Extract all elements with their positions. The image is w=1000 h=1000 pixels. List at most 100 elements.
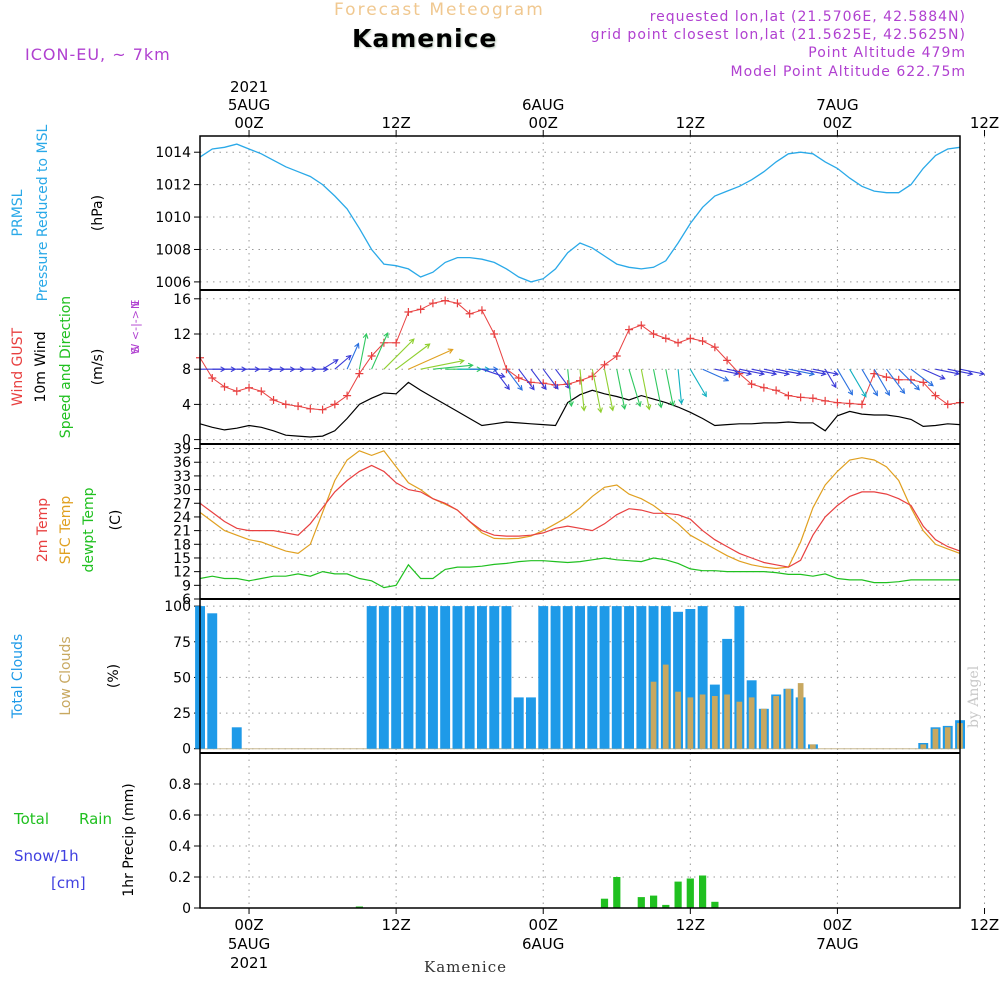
wind-gust-point [943, 400, 952, 409]
y-tick-label: 1008 [155, 242, 191, 258]
total-cloud-bar [562, 606, 573, 749]
grid-layer [194, 136, 986, 909]
wind-direction-arrow [518, 368, 535, 391]
temp-2m-line [199, 464, 961, 568]
wind-gust-point [343, 391, 352, 400]
wind-direction-arrow [432, 362, 474, 370]
outer-frame [199, 135, 961, 909]
wind-direction-arrow [739, 368, 766, 377]
wind-direction-arrow [420, 358, 465, 370]
rain-bar [613, 877, 621, 908]
wind-gust-point [441, 296, 450, 305]
point-altitude: Point Altitude 479m [808, 45, 966, 61]
wind-direction-arrow [616, 369, 627, 411]
wind-gust-point [330, 400, 339, 409]
wind-gust-point [502, 365, 511, 374]
total-cloud-bar [611, 606, 622, 749]
time-label-top: 00Z [529, 114, 558, 132]
y-tick-label: 9 [182, 578, 191, 594]
wind-direction-arrow [542, 368, 559, 390]
time-label-bottom: 00Z [234, 916, 263, 934]
y-tick-label: 0.8 [169, 777, 191, 793]
precip-total-label: Total [13, 810, 49, 828]
low-cloud-bar [712, 696, 718, 749]
wind-gust-point [612, 352, 621, 360]
time-label-bottom: 12Z [381, 916, 410, 934]
wind-gust-point [600, 360, 609, 369]
forecast-label: Forecast Meteogram [334, 0, 545, 20]
wind-gust-point [882, 373, 891, 382]
y-tick-label: 75 [173, 635, 191, 651]
wind-gust-point [257, 387, 266, 396]
y-tick-label: 12 [173, 327, 191, 343]
wind-direction-arrow [334, 354, 352, 370]
wind-speed-direction-label: Speed and Direction [58, 296, 74, 438]
time-label-top: 00Z [823, 114, 852, 132]
y-tick-label: 1010 [155, 210, 191, 226]
temp-2m-label: 2m Temp [35, 498, 51, 562]
compass-north: N [129, 301, 142, 309]
rain-bar [686, 878, 694, 908]
dewpt-temp-label: dewpt Temp [81, 487, 97, 572]
wind-direction-arrow [640, 369, 652, 411]
y-tick-label: 4 [182, 397, 191, 413]
total-cloud-bar [575, 606, 585, 749]
wind-direction-arrow [530, 368, 547, 391]
wind-direction-arrow [959, 368, 986, 377]
wind-direction-arrow [824, 368, 837, 389]
wind-gust-point [625, 325, 634, 334]
data-layer [195, 143, 986, 909]
wind-gust-point [808, 394, 817, 403]
total-cloud-bar [624, 606, 634, 749]
rain-bar [699, 875, 707, 908]
clouds-unit-label: (%) [106, 664, 122, 688]
wind-gust-point [723, 356, 732, 365]
rain-bar [711, 901, 719, 908]
wind-direction-arrow [628, 369, 642, 408]
text-layer: 1006100810101012101404812166912151821242… [10, 78, 999, 972]
y-tick-label: 50 [173, 670, 191, 686]
wind-gust-point [931, 391, 940, 400]
total-cloud-bar [366, 606, 377, 749]
wind-direction-arrow [665, 369, 676, 407]
low-cloud-bar [687, 697, 694, 749]
wind-direction-arrow [812, 368, 840, 377]
low-cloud-bar [662, 664, 669, 749]
pressure-label-msl: Pressure Reduced to MSL [35, 124, 51, 301]
y-tick-label: 6 [182, 592, 191, 608]
wind-direction-arrow [481, 368, 506, 379]
wind-direction-arrow [383, 338, 415, 370]
total-cloud-bar [391, 606, 402, 749]
low-cloud-bar [675, 691, 681, 749]
low-cloud-bar [944, 727, 951, 749]
y-tick-label: 0 [182, 901, 191, 917]
wind-gust-point [784, 391, 793, 400]
precip-rain-label: Rain [79, 810, 112, 828]
wind-gust-point [514, 374, 523, 382]
wind-direction-arrow [395, 343, 431, 370]
y-tick-label: 8 [182, 362, 191, 378]
wind-direction-arrow [836, 368, 853, 396]
wind-gust-point [367, 352, 376, 360]
sfc-temp-label: SFC Temp [58, 496, 74, 565]
total-cloud-bar [526, 697, 536, 749]
total-cloud-bar [513, 697, 524, 749]
wind-direction-arrow [652, 369, 664, 409]
time-label-top: 12Z [970, 114, 999, 132]
time-label-top: 2021 [230, 78, 268, 96]
wind-unit-label: (m/s) [90, 349, 106, 386]
wind-gust-point [710, 343, 719, 352]
time-label-bottom: 00Z [823, 916, 852, 934]
precip-snow-label: Snow/1h [14, 847, 79, 865]
y-tick-label: 16 [173, 292, 191, 308]
wind-gust-point [833, 398, 842, 407]
total-cloud-bar [636, 606, 647, 749]
y-tick-label: 39 [173, 442, 191, 458]
wind-direction-arrow [910, 368, 934, 387]
y-tick-label: 1006 [155, 275, 191, 291]
low-cloud-bar [810, 744, 816, 749]
wind-gust-point [428, 299, 437, 308]
y-tick-label: 21 [173, 524, 191, 540]
wind-direction-arrow [506, 368, 523, 391]
